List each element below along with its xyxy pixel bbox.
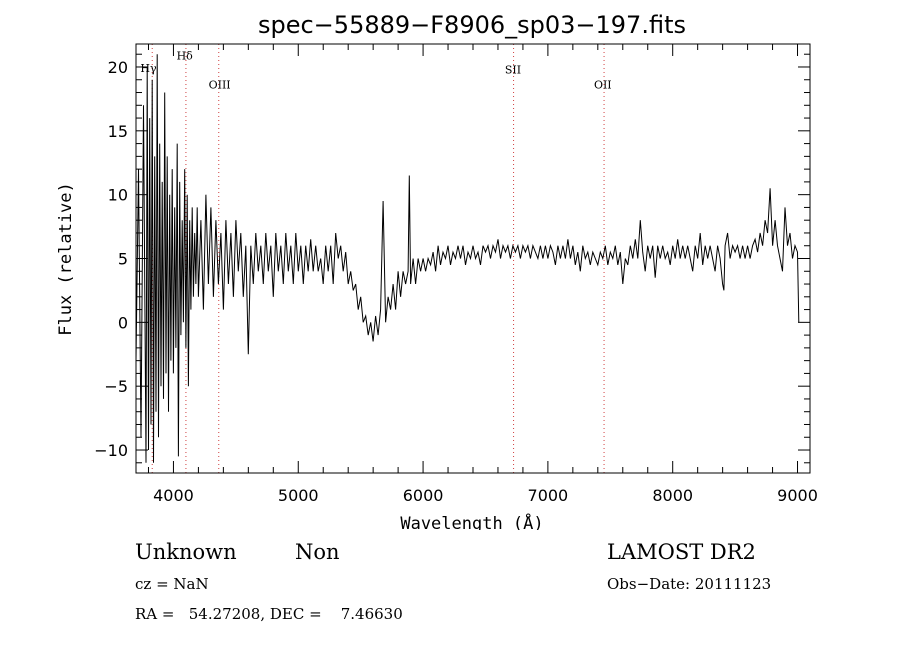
x-axis-label: Wavelength (Å)	[400, 512, 543, 530]
y-axis-ticks: −10 −5 0 5 10 15 20	[94, 53, 810, 464]
y-tick-label: 0	[118, 313, 128, 332]
x-tick-label: 5000	[278, 486, 319, 505]
y-tick-label: 20	[108, 58, 128, 77]
object-class: Unknown	[135, 540, 237, 564]
x-axis-ticks: 4000 5000 6000 7000 8000 9000	[147, 44, 818, 505]
line-annotation: Hδ	[177, 49, 194, 62]
y-tick-label: 15	[108, 122, 128, 141]
y-tick-label: −10	[94, 441, 128, 460]
x-tick-label: 7000	[528, 486, 569, 505]
line-annotation: OIII	[209, 79, 231, 92]
observation-date: Obs−Date: 20111123	[607, 575, 772, 593]
y-tick-label: 10	[108, 186, 128, 205]
survey-name: LAMOST DR2	[607, 540, 756, 564]
spectrum-line	[135, 54, 800, 463]
x-tick-label: 9000	[777, 486, 818, 505]
line-annotation: OII	[594, 79, 612, 92]
line-annotations: Hγ Hδ OIII SII OII	[140, 49, 611, 91]
x-tick-label: 4000	[153, 486, 194, 505]
spectrum-plot: spec−55889−F8906_sp03−197.fits 4000 5000 6…	[56, 11, 818, 530]
y-axis-label: Flux (relative)	[56, 182, 76, 336]
x-tick-label: 6000	[403, 486, 444, 505]
y-tick-label: 5	[118, 250, 128, 269]
y-tick-label: −5	[104, 377, 128, 396]
plot-frame	[135, 43, 811, 474]
x-tick-label: 8000	[652, 486, 693, 505]
chart-title: spec−55889−F8906_sp03−197.fits	[258, 11, 686, 39]
line-annotation: SII	[505, 63, 521, 76]
object-subclass: Non	[295, 540, 340, 564]
coordinates: RA = 54.27208, DEC = 7.46630	[135, 605, 403, 623]
redshift-cz: cz = NaN	[135, 575, 209, 593]
line-annotation: Hγ	[140, 62, 157, 75]
